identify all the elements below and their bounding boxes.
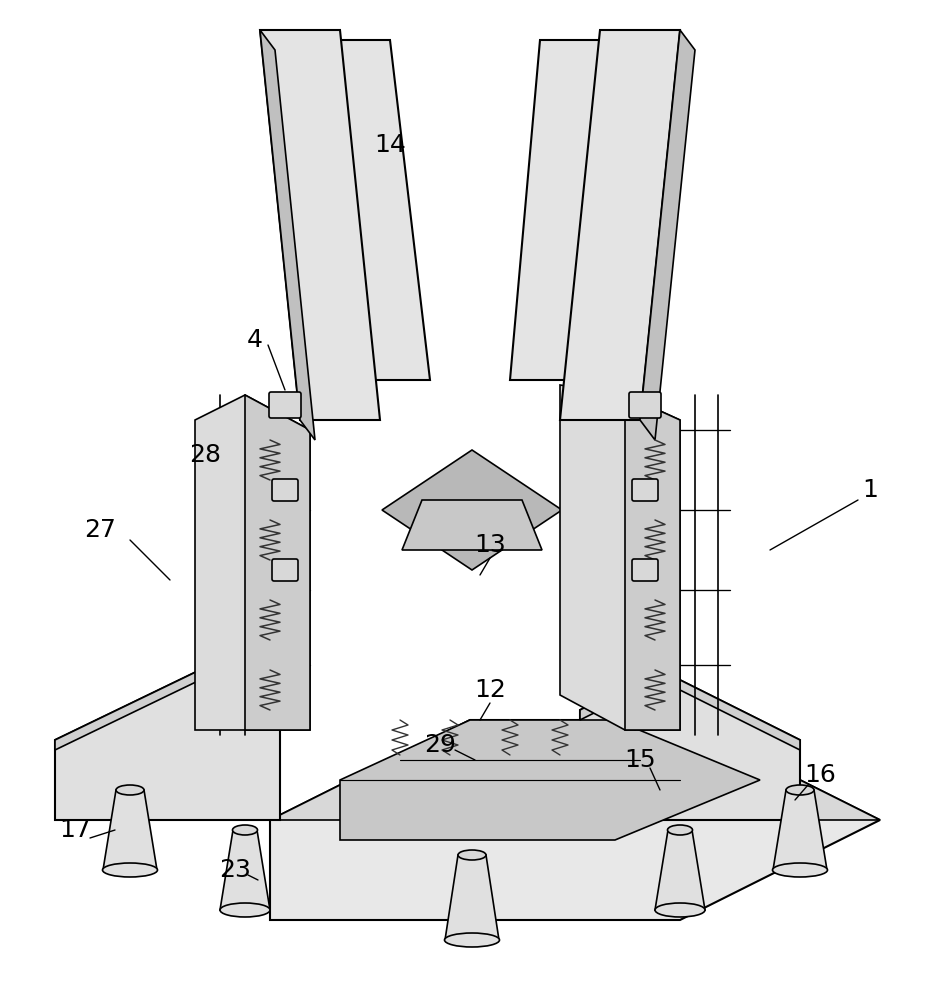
FancyBboxPatch shape	[629, 392, 661, 418]
Polygon shape	[55, 670, 280, 750]
Polygon shape	[260, 30, 315, 440]
Polygon shape	[320, 40, 430, 380]
Ellipse shape	[445, 933, 499, 947]
Text: 12: 12	[474, 678, 506, 702]
FancyBboxPatch shape	[272, 479, 298, 501]
Polygon shape	[245, 395, 310, 730]
Polygon shape	[560, 30, 680, 420]
Polygon shape	[402, 500, 542, 550]
Polygon shape	[640, 30, 695, 440]
Polygon shape	[580, 670, 800, 820]
Text: 1: 1	[862, 478, 878, 502]
Polygon shape	[270, 720, 880, 920]
Polygon shape	[655, 830, 705, 910]
Ellipse shape	[786, 785, 814, 795]
Text: 13: 13	[474, 533, 506, 557]
Ellipse shape	[458, 850, 486, 860]
Polygon shape	[195, 395, 310, 730]
Text: 28: 28	[189, 443, 221, 467]
Ellipse shape	[116, 785, 144, 795]
Polygon shape	[55, 670, 280, 820]
Text: 14: 14	[374, 133, 406, 157]
Ellipse shape	[772, 863, 828, 877]
Polygon shape	[320, 40, 370, 395]
FancyBboxPatch shape	[632, 479, 658, 501]
Ellipse shape	[103, 863, 158, 877]
Polygon shape	[625, 395, 680, 730]
FancyBboxPatch shape	[272, 559, 298, 581]
Ellipse shape	[655, 903, 705, 917]
FancyBboxPatch shape	[632, 559, 658, 581]
Polygon shape	[382, 450, 562, 570]
Polygon shape	[270, 720, 880, 820]
Ellipse shape	[220, 903, 270, 917]
Ellipse shape	[232, 825, 258, 835]
FancyBboxPatch shape	[269, 392, 301, 418]
Polygon shape	[340, 720, 760, 840]
Polygon shape	[220, 830, 270, 910]
Text: 4: 4	[247, 328, 263, 352]
Text: 27: 27	[84, 518, 116, 542]
Polygon shape	[445, 855, 499, 940]
Polygon shape	[510, 40, 610, 380]
Polygon shape	[580, 40, 620, 395]
Text: 17: 17	[59, 818, 91, 842]
Ellipse shape	[667, 825, 693, 835]
Polygon shape	[560, 385, 680, 730]
Polygon shape	[260, 30, 380, 420]
Polygon shape	[103, 790, 157, 870]
Text: 15: 15	[624, 748, 656, 772]
Text: 16: 16	[804, 763, 836, 787]
Polygon shape	[773, 790, 827, 870]
Text: 23: 23	[219, 858, 251, 882]
Polygon shape	[580, 670, 800, 750]
Text: 29: 29	[424, 733, 456, 757]
